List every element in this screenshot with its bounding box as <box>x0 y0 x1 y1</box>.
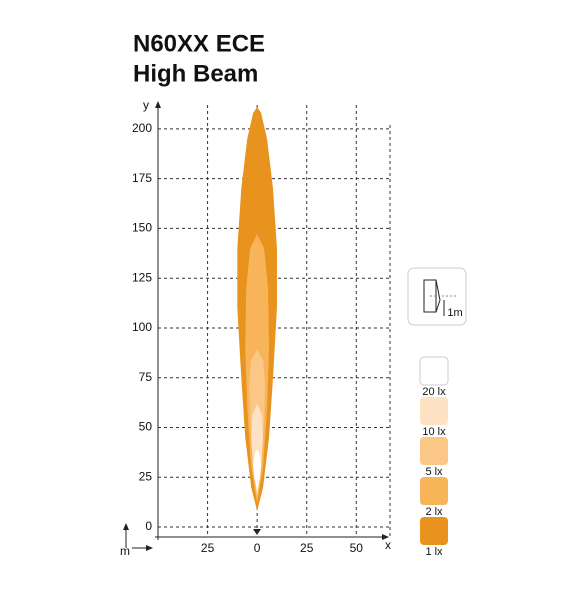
y-tick-label: 0 <box>145 519 152 533</box>
legend-label: 10 lx <box>422 426 446 438</box>
legend-swatch <box>420 397 448 425</box>
y-tick-label: 50 <box>139 420 153 434</box>
unit-label: m <box>120 544 130 558</box>
legend-swatch <box>420 477 448 505</box>
y-tick-label: 125 <box>132 270 152 284</box>
x-tick-label: 25 <box>300 541 314 555</box>
icon-label: 1m <box>447 307 462 319</box>
legend-label: 5 lx <box>425 466 443 478</box>
y-tick-label: 100 <box>132 320 152 334</box>
y-tick-label: 75 <box>139 370 153 384</box>
y-tick-label: 200 <box>132 121 152 135</box>
title-line: N60XX ECE <box>133 30 265 57</box>
x-axis-label: x <box>385 538 391 552</box>
x-tick-label: 50 <box>350 541 364 555</box>
legend-swatch <box>420 437 448 465</box>
icon: 1m <box>407 267 467 326</box>
x-tick-label: 0 <box>254 541 261 555</box>
title-line: High Beam <box>133 60 258 87</box>
legend-swatch <box>419 356 449 386</box>
legend-label: 20 lx <box>422 386 446 398</box>
legend-swatch <box>420 517 448 545</box>
y-tick-label: 175 <box>132 171 152 185</box>
legend-label: 1 lx <box>425 546 443 558</box>
legend-label: 2 lx <box>425 506 443 518</box>
y-axis-label: y <box>143 98 149 112</box>
y-tick-label: 25 <box>139 469 153 483</box>
x-tick-label: 25 <box>201 541 215 555</box>
isolux-contour <box>253 449 262 492</box>
y-tick-label: 150 <box>132 221 152 235</box>
